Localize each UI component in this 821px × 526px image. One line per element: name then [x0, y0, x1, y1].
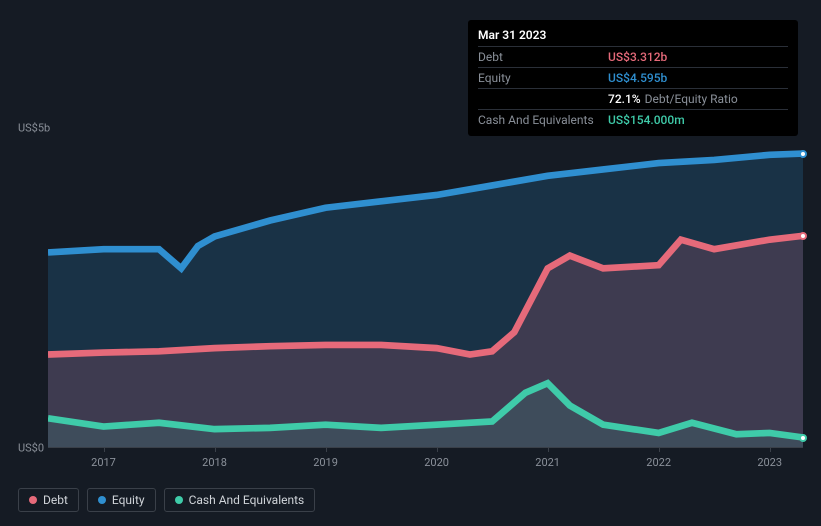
tooltip-row-label: Equity	[478, 71, 608, 85]
tooltip-row-value: US$154.000m	[608, 113, 685, 127]
legend-label: Debt	[43, 493, 68, 507]
chart-plot-area[interactable]	[48, 128, 803, 448]
legend-item[interactable]: Cash And Equivalents	[164, 488, 316, 512]
legend-label: Equity	[112, 493, 145, 507]
legend-dot-icon	[98, 496, 106, 504]
tooltip-row-value: US$4.595b	[608, 71, 667, 85]
x-axis-tickmark	[770, 447, 771, 452]
tooltip-row: DebtUS$3.312b	[478, 46, 788, 67]
tooltip-date: Mar 31 2023	[478, 26, 788, 46]
chart-svg	[48, 128, 803, 447]
chart-container: 2017201820192020202120222023 US$0US$5b	[18, 128, 803, 476]
x-axis-tick: 2019	[313, 456, 338, 469]
tooltip-row-label: Debt	[478, 50, 608, 64]
tooltip-row-suffix: Debt/Equity Ratio	[645, 92, 738, 106]
legend-item[interactable]: Equity	[87, 488, 156, 512]
legend-dot-icon	[175, 496, 183, 504]
x-axis-tick: 2020	[424, 456, 449, 469]
chart-legend: Debt Equity Cash And Equivalents	[18, 488, 315, 512]
tooltip-row-label: Cash And Equivalents	[478, 113, 608, 127]
x-axis-tick: 2017	[91, 456, 116, 469]
tooltip-row: Cash And EquivalentsUS$154.000m	[478, 109, 788, 130]
x-axis-tickmark	[659, 447, 660, 452]
chart-end-marker	[799, 150, 807, 158]
legend-label: Cash And Equivalents	[189, 493, 305, 507]
x-axis-tickmark	[548, 447, 549, 452]
x-axis-tickmark	[437, 447, 438, 452]
chart-tooltip: Mar 31 2023 DebtUS$3.312bEquityUS$4.595b…	[468, 20, 798, 136]
x-axis-tickmark	[215, 447, 216, 452]
chart-end-marker	[799, 434, 807, 442]
x-axis-tick: 2018	[202, 456, 227, 469]
y-axis-tick: US$0	[18, 442, 44, 455]
x-axis-tickmark	[326, 447, 327, 452]
x-axis-tickmark	[104, 447, 105, 452]
tooltip-row-value: US$3.312b	[608, 50, 667, 64]
tooltip-row-label	[478, 92, 608, 106]
legend-dot-icon	[29, 496, 37, 504]
chart-x-axis: 2017 2018 2019 2020 2021 2022 2023	[48, 452, 803, 476]
tooltip-row: EquityUS$4.595b	[478, 67, 788, 88]
legend-item[interactable]: Debt	[18, 488, 79, 512]
tooltip-row: 72.1% Debt/Equity Ratio	[478, 88, 788, 109]
chart-end-marker	[799, 232, 807, 240]
x-axis-tick: 2023	[757, 456, 782, 469]
x-axis-tick: 2022	[646, 456, 671, 469]
x-axis-tick: 2021	[535, 456, 560, 469]
y-axis-tick: US$5b	[18, 122, 50, 135]
tooltip-row-value: 72.1%	[608, 92, 641, 106]
